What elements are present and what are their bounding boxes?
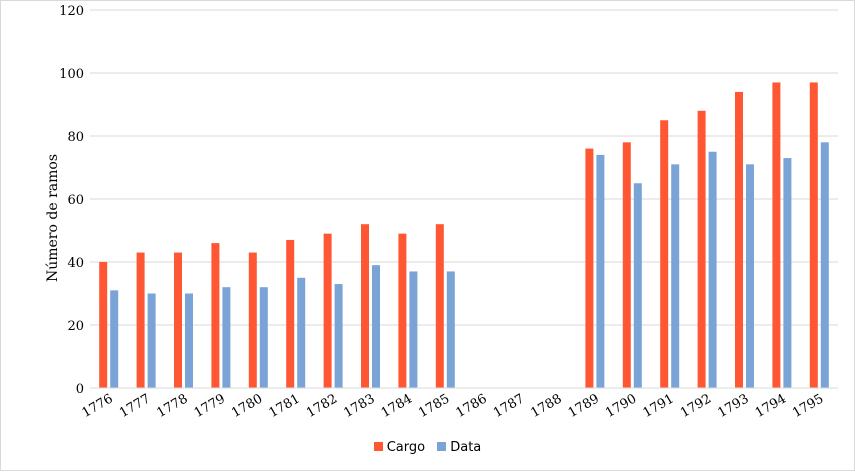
bar-data-1783 [372, 265, 380, 388]
y-tick-label: 60 [67, 193, 84, 208]
bar-cargo-1782 [323, 233, 332, 388]
bar-cargo-1792 [697, 110, 706, 389]
y-tick-label: 80 [67, 130, 84, 145]
bar-cargo-1780 [248, 252, 257, 388]
bar-data-1784 [409, 271, 418, 388]
bar-cargo-1795 [809, 82, 818, 388]
bar-data-1793 [746, 164, 754, 388]
bar-data-1782 [334, 284, 343, 388]
y-tick-label: 40 [67, 256, 84, 271]
bar-cargo-1794 [772, 82, 781, 388]
legend-label-data: Data [450, 440, 482, 455]
bar-data-1777 [147, 293, 156, 388]
legend-swatch-data [437, 442, 447, 451]
bars [99, 82, 829, 389]
bar-data-1794 [783, 158, 792, 388]
bar-cargo-1776 [99, 262, 108, 388]
bar-data-1779 [222, 287, 231, 388]
bar-data-1785 [446, 271, 455, 388]
bar-cargo-1789 [585, 148, 594, 388]
y-tick-label: 20 [67, 319, 84, 334]
bar-cargo-1777 [136, 252, 145, 388]
legend-item-cargo: Cargo [373, 440, 426, 455]
legend-item-data: Data [437, 440, 481, 455]
bar-data-1790 [633, 183, 642, 388]
bar-data-1778 [185, 293, 193, 388]
bar-data-1791 [671, 164, 680, 388]
y-tick-label: 120 [59, 4, 84, 19]
bar-data-1776 [110, 290, 119, 388]
bar-cargo-1779 [211, 243, 220, 388]
bar-data-1789 [596, 154, 605, 388]
bar-cargo-1781 [286, 239, 295, 388]
bar-cargo-1793 [735, 91, 743, 389]
bar-cargo-1783 [361, 224, 369, 388]
y-tick-label: 100 [59, 67, 84, 82]
legend: Cargo Data [0, 440, 855, 455]
legend-label-cargo: Cargo [386, 440, 426, 455]
bar-data-1781 [297, 277, 306, 388]
bar-cargo-1791 [660, 120, 669, 388]
bar-data-1795 [820, 142, 829, 388]
bar-cargo-1784 [398, 233, 407, 388]
bar-cargo-1785 [435, 224, 444, 388]
bar-cargo-1778 [174, 252, 182, 388]
y-tick-label: 0 [76, 382, 84, 397]
legend-swatch-cargo [373, 442, 383, 451]
bar-cargo-1790 [622, 142, 631, 388]
y-axis-title: Número de ramos [45, 154, 61, 282]
bar-data-1792 [708, 151, 717, 388]
bar-data-1780 [259, 287, 268, 388]
